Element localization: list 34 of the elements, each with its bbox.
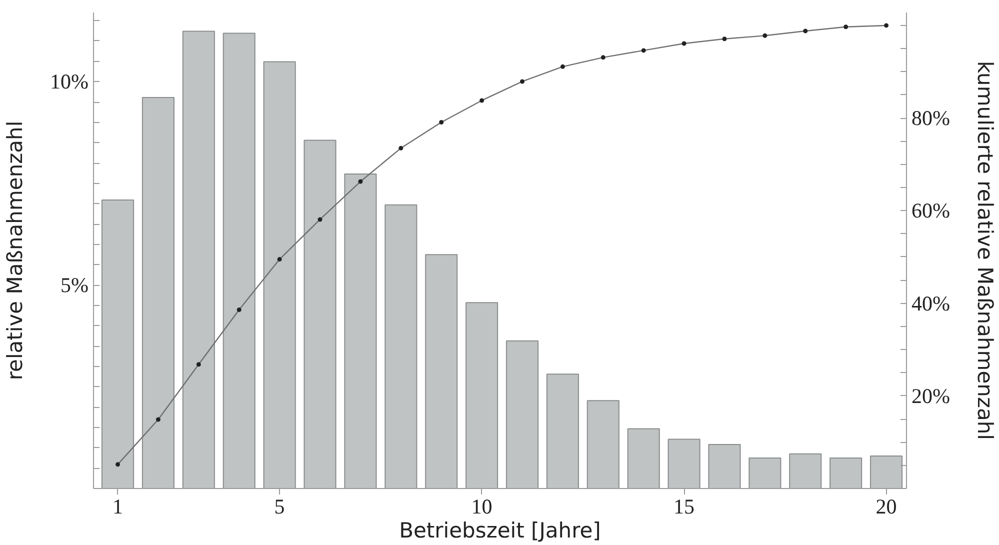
y2-axis-title: kumulierte relative Maßnahmenzahl xyxy=(972,61,997,440)
x-tick-label: 15 xyxy=(674,494,695,518)
x-tick-label: 10 xyxy=(471,494,492,518)
bar xyxy=(586,400,620,488)
bar xyxy=(789,453,822,488)
bar xyxy=(830,457,862,488)
bar xyxy=(222,32,256,488)
bar xyxy=(425,254,458,488)
y-tick-label: 5% xyxy=(60,273,89,298)
x-tick-label: 5 xyxy=(274,494,285,518)
bar xyxy=(627,428,660,488)
bar xyxy=(506,340,539,488)
bar xyxy=(708,444,741,488)
bar xyxy=(748,457,782,488)
x-axis-title: Betriebszeit [Jahre] xyxy=(399,518,601,542)
bar xyxy=(263,61,296,488)
bar xyxy=(344,174,377,488)
bar xyxy=(384,204,418,488)
bar xyxy=(142,97,174,488)
y2-tick-label: 80% xyxy=(912,106,950,130)
bar xyxy=(466,302,498,488)
y-axis-title: relative Maßnahmenzahl xyxy=(3,120,28,380)
bar xyxy=(546,374,579,488)
y2-tick-label: 40% xyxy=(912,291,950,316)
bar xyxy=(304,140,336,488)
y2-tick-label: 60% xyxy=(912,198,950,223)
x-tick-label: 20 xyxy=(876,494,897,518)
y2-tick-label: 20% xyxy=(912,384,950,408)
bar xyxy=(101,200,134,488)
x-tick-label: 1 xyxy=(112,494,124,518)
bar xyxy=(182,30,215,488)
bar xyxy=(668,438,700,488)
bar xyxy=(870,455,903,488)
y-tick-label: 10% xyxy=(50,70,89,94)
